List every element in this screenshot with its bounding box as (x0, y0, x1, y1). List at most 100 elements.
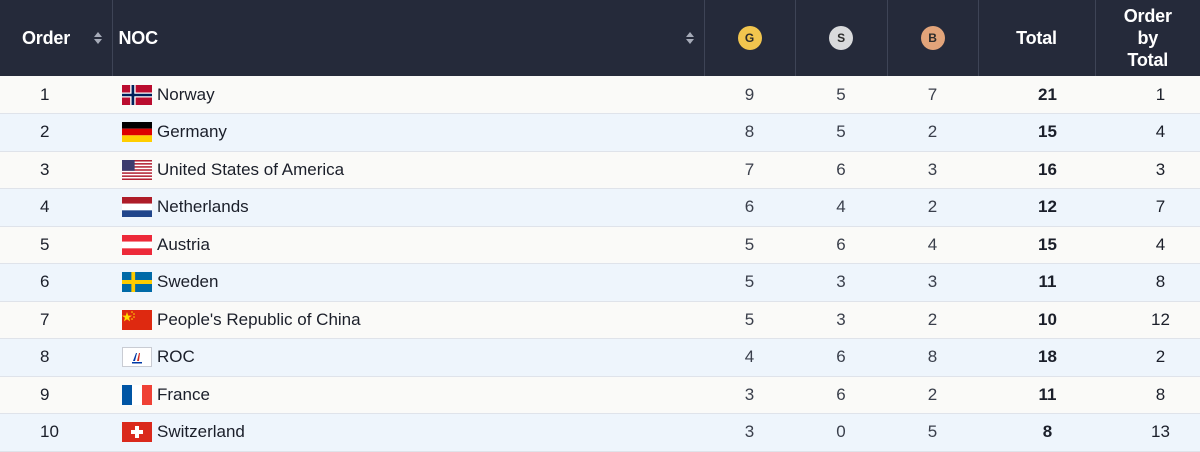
noc-name: ROC (157, 347, 195, 367)
noc-cell[interactable]: People's Republic of China (112, 301, 704, 339)
table-row: 8 ROC 4 6 8 18 2 (0, 338, 1200, 377)
gold-count-cell: 5 (744, 272, 755, 292)
gold-count-cell: 3 (744, 384, 755, 404)
order-cell: 8 (40, 347, 50, 367)
noc-cell[interactable]: ROC (112, 339, 704, 377)
bronze-count-cell: 2 (927, 122, 938, 142)
sort-icon[interactable] (93, 32, 102, 44)
order-by-total-cell: 12 (1151, 309, 1170, 329)
gold-count-cell: 9 (744, 84, 755, 104)
switzerland-flag-icon (122, 422, 152, 443)
order-cell: 7 (40, 309, 50, 329)
noc-name: Sweden (157, 272, 219, 292)
noc-cell[interactable]: Sweden (112, 264, 704, 302)
table-row: 1 Norway 9 5 7 21 1 (0, 76, 1200, 114)
table-header: Order NOC G S B Total Order b (0, 0, 1200, 76)
total-count-cell: 21 (1038, 84, 1057, 104)
order-by-total-cell: 2 (1155, 347, 1166, 367)
silver-medal-icon: S (829, 26, 853, 50)
total-column-header[interactable]: Total (978, 0, 1096, 76)
noc-name: France (157, 384, 210, 404)
noc-link[interactable]: Germany (122, 122, 704, 143)
table-row: 4 Netherlands 6 4 2 12 7 (0, 188, 1200, 227)
total-count-cell: 8 (1042, 422, 1053, 442)
gold-medal-icon: G (737, 26, 762, 50)
order-cell: 10 (40, 422, 59, 442)
order-by-total-cell: 8 (1155, 272, 1166, 292)
bronze-count-cell: 2 (927, 309, 938, 329)
noc-cell[interactable]: Netherlands (112, 189, 704, 227)
france-flag-icon (122, 384, 152, 405)
table-row: 2 Germany 8 5 2 15 4 (0, 113, 1200, 152)
noc-link[interactable]: Austria (122, 234, 704, 255)
table-row: 7 People's Republic of China 5 3 2 10 12 (0, 301, 1200, 339)
order-cell: 6 (40, 272, 50, 292)
bronze-count-cell: 3 (927, 159, 938, 179)
total-count-cell: 12 (1038, 197, 1057, 217)
roc-flag-icon (122, 347, 152, 368)
noc-link[interactable]: United States of America (122, 159, 704, 180)
noc-name: Netherlands (157, 197, 249, 217)
noc-link[interactable]: Netherlands (122, 197, 704, 218)
order-header-label: Order (22, 27, 71, 48)
order-by-total-cell: 8 (1155, 384, 1166, 404)
silver-count-cell: 0 (836, 422, 846, 442)
china-flag-icon (122, 309, 152, 330)
noc-cell[interactable]: Switzerland (112, 414, 704, 452)
noc-link[interactable]: People's Republic of China (122, 309, 704, 330)
total-count-cell: 10 (1038, 309, 1057, 329)
silver-count-cell: 6 (836, 384, 846, 404)
total-count-cell: 15 (1038, 122, 1057, 142)
order-cell: 4 (40, 197, 50, 217)
noc-column-header[interactable]: NOC (112, 0, 705, 76)
noc-name: United States of America (157, 159, 345, 179)
silver-count-cell: 5 (836, 122, 846, 142)
silver-count-cell: 3 (836, 272, 846, 292)
noc-name: Norway (157, 84, 215, 104)
table-body: 1 Norway 9 5 7 21 1 2 Germany 8 5 2 15 4… (0, 76, 1200, 451)
austria-flag-icon (122, 234, 152, 255)
order-cell: 5 (40, 234, 50, 254)
noc-link[interactable]: Sweden (122, 272, 704, 293)
silver-column-header[interactable]: S (795, 0, 888, 76)
noc-cell[interactable]: Norway (112, 76, 704, 114)
noc-cell[interactable]: United States of America (112, 151, 704, 189)
silver-count-cell: 6 (836, 347, 846, 367)
total-count-cell: 16 (1038, 159, 1057, 179)
germany-flag-icon (122, 122, 152, 143)
total-count-cell: 11 (1038, 272, 1057, 292)
noc-name: People's Republic of China (157, 309, 361, 329)
noc-cell[interactable]: Germany (112, 114, 704, 152)
sweden-flag-icon (122, 272, 152, 293)
order-by-total-cell: 13 (1151, 422, 1170, 442)
noc-cell[interactable]: France (112, 376, 704, 414)
usa-flag-icon (122, 159, 152, 180)
order-by-total-column-header[interactable]: Order by Total (1095, 0, 1200, 76)
gold-count-cell: 8 (744, 122, 755, 142)
total-count-cell: 15 (1038, 234, 1057, 254)
noc-link[interactable]: France (122, 384, 704, 405)
table-row: 3 United States of America 7 6 3 16 3 (0, 151, 1200, 189)
noc-cell[interactable]: Austria (112, 226, 704, 264)
silver-count-cell: 6 (836, 159, 846, 179)
order-by-total-cell: 4 (1155, 122, 1166, 142)
noc-link[interactable]: Norway (122, 84, 704, 105)
noc-name: Switzerland (157, 422, 245, 442)
noc-link[interactable]: ROC (122, 347, 704, 368)
sort-icon[interactable] (685, 32, 694, 44)
order-by-total-cell: 1 (1155, 84, 1166, 104)
bronze-column-header[interactable]: B (887, 0, 979, 76)
netherlands-flag-icon (122, 197, 152, 218)
table-row: 9 France 3 6 2 11 8 (0, 376, 1200, 414)
order-by-total-cell: 7 (1155, 197, 1166, 217)
bronze-count-cell: 3 (927, 272, 938, 292)
gold-column-header[interactable]: G (704, 0, 796, 76)
gold-count-cell: 4 (744, 347, 755, 367)
order-column-header[interactable]: Order (0, 0, 113, 76)
norway-flag-icon (122, 84, 152, 105)
bronze-count-cell: 5 (927, 422, 938, 442)
noc-link[interactable]: Switzerland (122, 422, 704, 443)
noc-header-label: NOC (118, 27, 159, 48)
bronze-count-cell: 7 (927, 84, 938, 104)
silver-count-cell: 6 (836, 234, 846, 254)
